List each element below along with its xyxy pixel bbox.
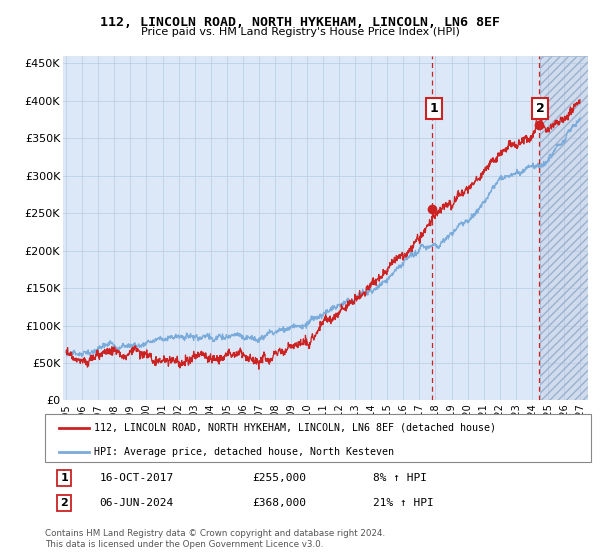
Text: 2: 2 — [60, 498, 68, 508]
Text: 8% ↑ HPI: 8% ↑ HPI — [373, 473, 427, 483]
Text: HPI: Average price, detached house, North Kesteven: HPI: Average price, detached house, Nort… — [94, 446, 394, 456]
Text: £255,000: £255,000 — [253, 473, 307, 483]
Text: Contains HM Land Registry data © Crown copyright and database right 2024.
This d: Contains HM Land Registry data © Crown c… — [45, 529, 385, 549]
Bar — [540, 56, 588, 400]
Text: £368,000: £368,000 — [253, 498, 307, 508]
Text: 2: 2 — [536, 102, 545, 115]
Text: 1: 1 — [430, 102, 438, 115]
Text: 112, LINCOLN ROAD, NORTH HYKEHAM, LINCOLN, LN6 8EF: 112, LINCOLN ROAD, NORTH HYKEHAM, LINCOL… — [100, 16, 500, 29]
Text: 06-JUN-2024: 06-JUN-2024 — [100, 498, 174, 508]
Text: 1: 1 — [60, 473, 68, 483]
Text: 112, LINCOLN ROAD, NORTH HYKEHAM, LINCOLN, LN6 8EF (detached house): 112, LINCOLN ROAD, NORTH HYKEHAM, LINCOL… — [94, 423, 496, 433]
Bar — [540, 56, 588, 400]
Text: Price paid vs. HM Land Registry's House Price Index (HPI): Price paid vs. HM Land Registry's House … — [140, 27, 460, 37]
Text: 16-OCT-2017: 16-OCT-2017 — [100, 473, 174, 483]
FancyBboxPatch shape — [45, 414, 591, 462]
Text: 21% ↑ HPI: 21% ↑ HPI — [373, 498, 433, 508]
